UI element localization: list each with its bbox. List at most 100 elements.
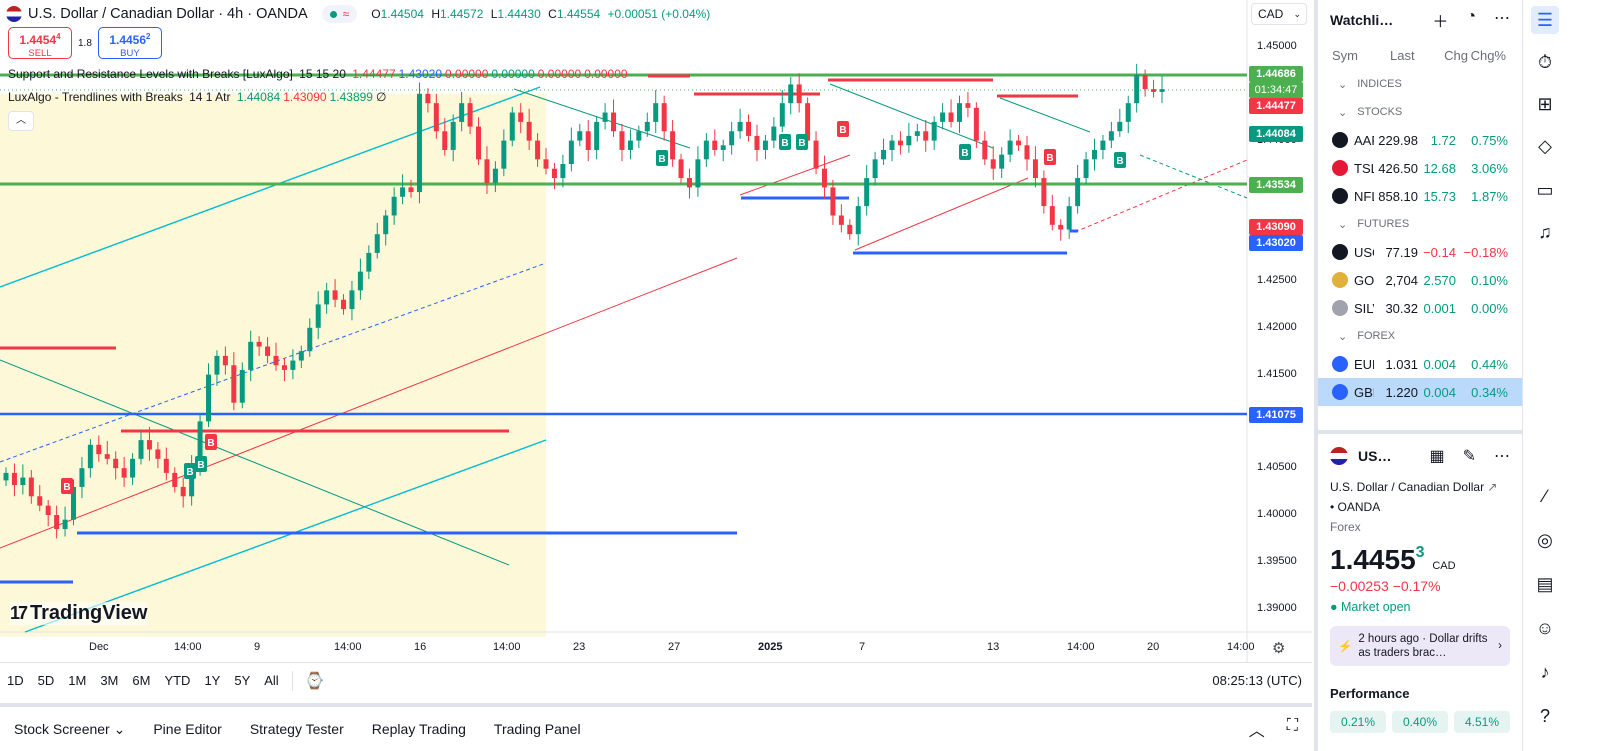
watchlist-title[interactable]: Watchli… — [1330, 12, 1394, 28]
watchlist-section[interactable]: ⌄ INDICES — [1318, 70, 1522, 98]
candle-body — [20, 477, 26, 486]
us-ca-flag-icon — [6, 6, 22, 22]
col-last[interactable]: Last — [1390, 47, 1415, 63]
market-status-pill[interactable]: ≈ — [321, 5, 358, 23]
watchlist-row[interactable]: GOLD 2,704 2.570 0.10% — [1318, 266, 1522, 294]
tf-1y[interactable]: 1Y — [204, 673, 221, 688]
price-tick: 1.39000 — [1257, 601, 1297, 614]
watchlist-section[interactable]: ⌄ FUTURES — [1318, 210, 1522, 238]
watchlist-section[interactable]: ⌄ FOREX — [1318, 322, 1522, 350]
collapse-panel-icon[interactable]: ︿ — [1248, 723, 1265, 740]
chevron-down-icon: ⌄ — [1338, 106, 1348, 119]
tab-strategy-tester[interactable]: Strategy Tester — [249, 721, 344, 737]
tf-5y[interactable]: 5Y — [234, 673, 251, 688]
add-symbol-icon[interactable]: ＋ — [1432, 14, 1449, 31]
tf-all[interactable]: All — [264, 673, 279, 688]
sell-button[interactable]: 1.44544 SELL — [8, 27, 72, 59]
watchlist-row[interactable]: AAPL229.98 1.72 0.75% — [1318, 126, 1522, 154]
detail-symbol[interactable]: US… — [1358, 448, 1392, 464]
watchlist-row[interactable]: TSLA426.50 12.68 3.06% — [1318, 154, 1522, 182]
watchlist-row[interactable]: SILVER 30.32 0.001 0.00% — [1318, 294, 1522, 322]
row-last: 30.32 — [1385, 300, 1418, 316]
trendline-teal-ext — [1139, 154, 1248, 199]
break-marker — [205, 434, 217, 450]
candle-body — [906, 135, 912, 146]
layers-icon[interactable]: ◇ — [1538, 135, 1552, 156]
object-tree-icon[interactable]: ⊞ — [1537, 93, 1553, 114]
tf-1m[interactable]: 1M — [68, 673, 87, 688]
trendline-teal — [0, 359, 510, 566]
time-tick: 16 — [414, 641, 427, 653]
watchlist-section[interactable]: ⌄ STOCKS — [1318, 98, 1522, 126]
indicator-value: 0.00000 — [584, 67, 628, 81]
divider — [291, 670, 293, 691]
edit-note-icon[interactable]: ✎ — [1462, 448, 1476, 465]
maximize-panel-icon[interactable]: ⛶ — [1286, 717, 1298, 734]
candle-body — [948, 112, 954, 122]
break-marker — [959, 144, 971, 160]
trendline-teal — [829, 83, 994, 149]
watchlist-row[interactable]: NFLX858.10 15.73 1.87% — [1318, 182, 1522, 210]
trendline-teal — [999, 97, 1091, 133]
drawing-line-icon[interactable]: ∕ — [1543, 485, 1547, 506]
utc-clock[interactable]: 08:25:13 (UTC) — [1212, 673, 1302, 688]
candle-body — [543, 159, 549, 169]
detail-name[interactable]: U.S. Dollar / Canadian Dollar ↗ — [1330, 480, 1498, 494]
tab-replay-trading[interactable]: Replay Trading — [371, 721, 466, 737]
watchlist-row[interactable]: GBPUSD 1.220 0.004 0.34% — [1318, 378, 1522, 406]
candle-body — [695, 159, 701, 188]
detail-exchange: • OANDA — [1330, 500, 1381, 514]
alerts-clock-icon[interactable]: ⏱ — [1537, 51, 1553, 72]
chart-settings-gear-icon[interactable]: ⚙ — [1272, 640, 1286, 657]
col-sym[interactable]: Sym — [1332, 47, 1358, 63]
more-options-icon[interactable]: ⋯ — [1494, 448, 1510, 465]
indicator-support-resistance[interactable]: Support and Resistance Levels with Break… — [8, 67, 628, 81]
tab-stock-screener[interactable]: Stock Screener ⌄ — [14, 720, 126, 737]
symbol-logo-icon — [1332, 272, 1348, 288]
candle-body — [594, 121, 600, 150]
buy-button[interactable]: 1.44562 BUY — [97, 27, 162, 59]
tab-trading-panel[interactable]: Trading Panel — [493, 721, 581, 737]
break-marker-label: B — [658, 154, 665, 165]
candle-body — [1041, 178, 1047, 207]
collapse-indicators-button[interactable]: ︿ — [8, 111, 34, 131]
help-icon[interactable]: ? — [1539, 705, 1550, 726]
calendar-goto-icon[interactable]: ⌚ — [304, 672, 325, 690]
calendar-icon[interactable]: ▤ — [1536, 573, 1554, 594]
candle-body — [956, 103, 962, 122]
break-marker-label: B — [961, 148, 968, 159]
tf-3m[interactable]: 3M — [100, 673, 119, 688]
advanced-view-icon[interactable]: ◔ — [1466, 8, 1476, 25]
notifications-bell-icon[interactable]: ♫ — [1538, 221, 1552, 242]
candle-body — [416, 93, 422, 193]
indicator-trendlines[interactable]: LuxAlgo - Trendlines with Breaks 14 1 At… — [8, 90, 386, 104]
tf-5d[interactable]: 5D — [37, 673, 55, 688]
community-icon[interactable]: ☺ — [1535, 617, 1555, 638]
tf-ytd[interactable]: YTD — [164, 673, 191, 688]
tf-6m[interactable]: 6M — [132, 673, 151, 688]
tf-1d[interactable]: 1D — [7, 673, 24, 688]
target-icon[interactable]: ◎ — [1537, 529, 1553, 550]
watchlist-row[interactable]: EURUSD 1.031 0.004 0.44% — [1318, 350, 1522, 378]
watchlist-icon[interactable]: ☰ — [1531, 6, 1559, 34]
break-marker-label: B — [798, 138, 805, 149]
symbol-title[interactable]: U.S. Dollar / Canadian Dollar · 4h · OAN… — [28, 6, 308, 22]
symbol-logo-icon — [1332, 300, 1348, 316]
tab-pine-editor[interactable]: Pine Editor — [153, 721, 222, 737]
row-chg: 0.004 — [1423, 356, 1456, 372]
more-options-icon[interactable]: ⋯ — [1494, 10, 1510, 27]
currency-select[interactable]: CAD ⌄ — [1251, 3, 1307, 25]
watchlist-row[interactable]: USOIL 77.19 −0.14 −0.18% — [1318, 238, 1522, 266]
row-symbol: NFLX — [1354, 188, 1374, 204]
break-marker — [184, 463, 196, 479]
break-marker-label: B — [1046, 153, 1053, 164]
chat-icon[interactable]: ▭ — [1536, 179, 1554, 200]
candle-body — [121, 468, 127, 478]
col-chg[interactable]: Chg — [1444, 47, 1468, 63]
grid-icon[interactable]: ▦ — [1429, 448, 1445, 465]
col-chgp[interactable]: Chg% — [1470, 47, 1506, 63]
notifications-icon[interactable]: ♪ — [1540, 661, 1550, 682]
news-item[interactable]: ⚡ 2 hours ago · Dollar drifts as traders… — [1330, 626, 1510, 666]
